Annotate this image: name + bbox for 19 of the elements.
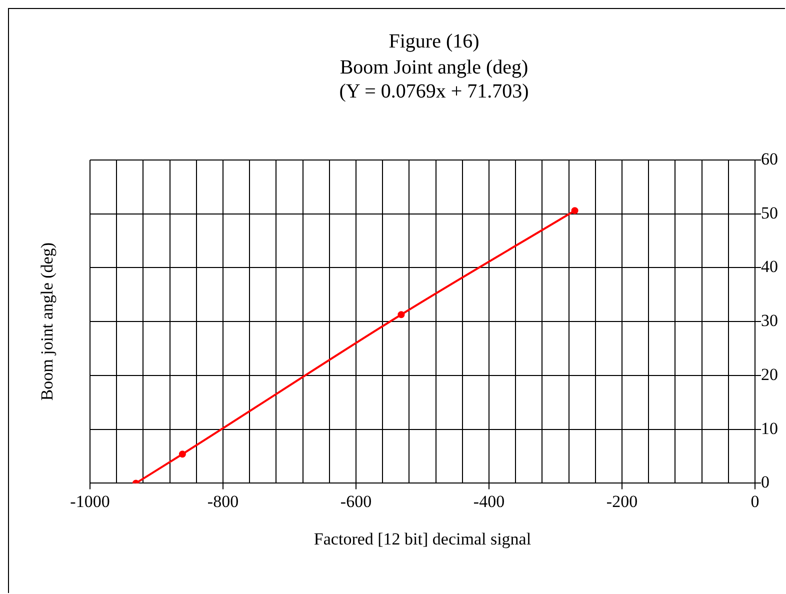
y-tick-label: 40 [761, 257, 778, 276]
point [398, 311, 405, 318]
x-axis-title: Factored [12 bit] decimal signal [314, 529, 532, 548]
x-tick-label: -600 [340, 492, 372, 511]
chart-title: Figure (16) [388, 30, 480, 52]
chart-subtitle: Boom Joint angle (deg) (Y = 0.0769x + 71.703) [339, 56, 529, 102]
y-tick-label: 60 [761, 149, 778, 168]
y-tick-label: 20 [761, 364, 778, 384]
y-tick-label: 0 [761, 472, 770, 492]
x-tick-label: -400 [473, 492, 505, 511]
y-tick-label: 30 [761, 311, 778, 330]
y-axis-title: Boom joint angle (deg) [37, 242, 56, 401]
y-tick-label: 50 [761, 203, 778, 222]
point [178, 450, 186, 458]
x-tick-label: -200 [606, 492, 638, 511]
point [571, 207, 578, 214]
y-tick-label: 10 [761, 418, 778, 438]
x-tick-label: -800 [207, 492, 239, 511]
x-tick-label: -1000 [70, 492, 110, 511]
